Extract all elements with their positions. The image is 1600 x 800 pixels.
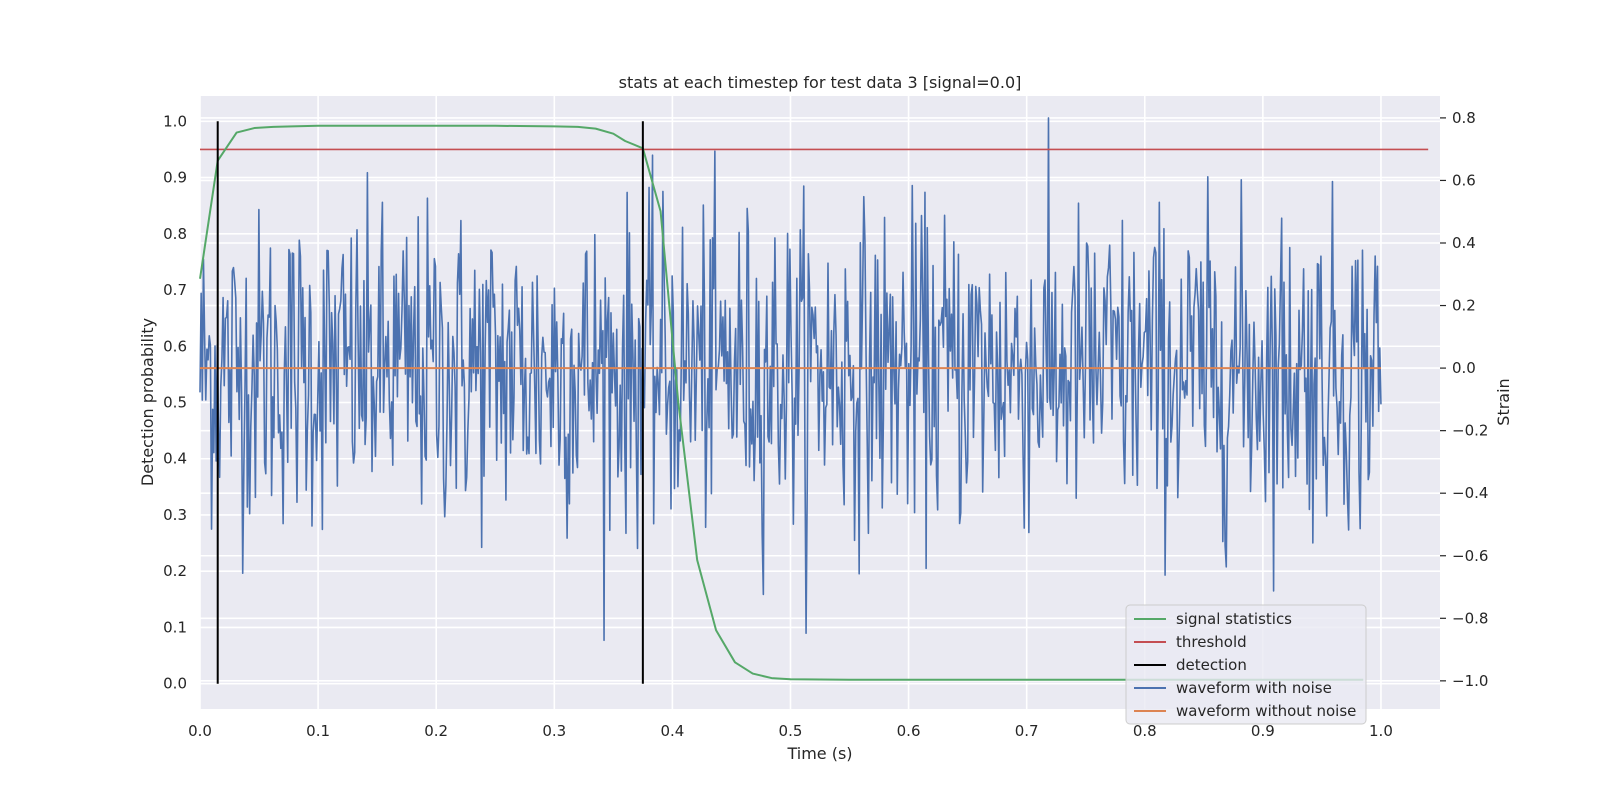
- x-tick-label: 0.6: [897, 722, 921, 740]
- x-tick-label: 0.7: [1015, 722, 1039, 740]
- legend-label: waveform with noise: [1176, 679, 1332, 697]
- legend: signal statistics threshold detection wavef…: [1125, 604, 1367, 725]
- y2-tick-label: 0.4: [1452, 234, 1476, 252]
- y-tick-label: 0.6: [163, 337, 187, 355]
- x-tick-label: 0.4: [660, 722, 684, 740]
- legend-label: signal statistics: [1176, 610, 1292, 628]
- signal-statistics-line: [199, 124, 1364, 681]
- x-tick-label: 0.5: [779, 722, 803, 740]
- series-layer: [199, 117, 1429, 684]
- y-tick-label: 0.2: [163, 562, 187, 580]
- x-tick-label: 0.9: [1251, 722, 1275, 740]
- y2-tick-label: −1.0: [1452, 672, 1488, 690]
- legend-label: threshold: [1176, 633, 1247, 651]
- x-tick-label: 1.0: [1369, 722, 1393, 740]
- y2-tick-label: −0.6: [1452, 547, 1488, 565]
- y-tick-label: 0.9: [163, 169, 187, 187]
- y2-tick-label: −0.8: [1452, 609, 1488, 627]
- y2-tick-label: 0.8: [1452, 109, 1476, 127]
- x-tick-label: 0.1: [306, 722, 330, 740]
- y2-tick-label: 0.2: [1452, 297, 1476, 315]
- y2-axis-title: Strain: [1494, 378, 1513, 425]
- y-tick-label: 0.7: [163, 281, 187, 299]
- y-tick-label: 0.4: [163, 450, 187, 468]
- y-tick-label: 0.8: [163, 225, 187, 243]
- x-tick-label: 0.3: [542, 722, 566, 740]
- y-tick-label: 0.1: [163, 618, 187, 636]
- x-axis-ticks: 0.0 0.1 0.2 0.3 0.4 0.5 0.6 0.7 0.8 0.9 1.0: [188, 722, 1393, 740]
- y-axis-title: Detection probability: [138, 318, 157, 486]
- y2-tick-label: −0.2: [1452, 422, 1488, 440]
- y-axis-ticks: 0.0 0.1 0.2 0.3 0.4 0.5 0.6 0.7 0.8 0.9 1.0: [163, 112, 187, 692]
- chart-title: stats at each timestep for test data 3 […: [619, 73, 1022, 92]
- y-tick-label: 0.0: [163, 675, 187, 693]
- legend-label: waveform without noise: [1176, 702, 1356, 720]
- x-tick-label: 0.8: [1133, 722, 1157, 740]
- y2-axis-ticks: −1.0 −0.8 −0.6 −0.4 −0.2 0.0 0.2 0.4 0.6 0.8: [1440, 109, 1488, 690]
- legend-box: [1125, 604, 1367, 725]
- y2-tick-label: −0.4: [1452, 484, 1488, 502]
- y-tick-label: 1.0: [163, 112, 187, 130]
- x-tick-label: 0.2: [424, 722, 448, 740]
- y-tick-label: 0.5: [163, 394, 187, 412]
- waveform-with-noise-line: [199, 117, 1382, 642]
- x-tick-label: 0.0: [188, 722, 212, 740]
- y-tick-label: 0.3: [163, 506, 187, 524]
- x-axis-title: Time (s): [786, 744, 852, 763]
- legend-label: detection: [1176, 656, 1247, 674]
- y2-tick-label: 0.0: [1452, 359, 1476, 377]
- y2-tick-label: 0.6: [1452, 171, 1476, 189]
